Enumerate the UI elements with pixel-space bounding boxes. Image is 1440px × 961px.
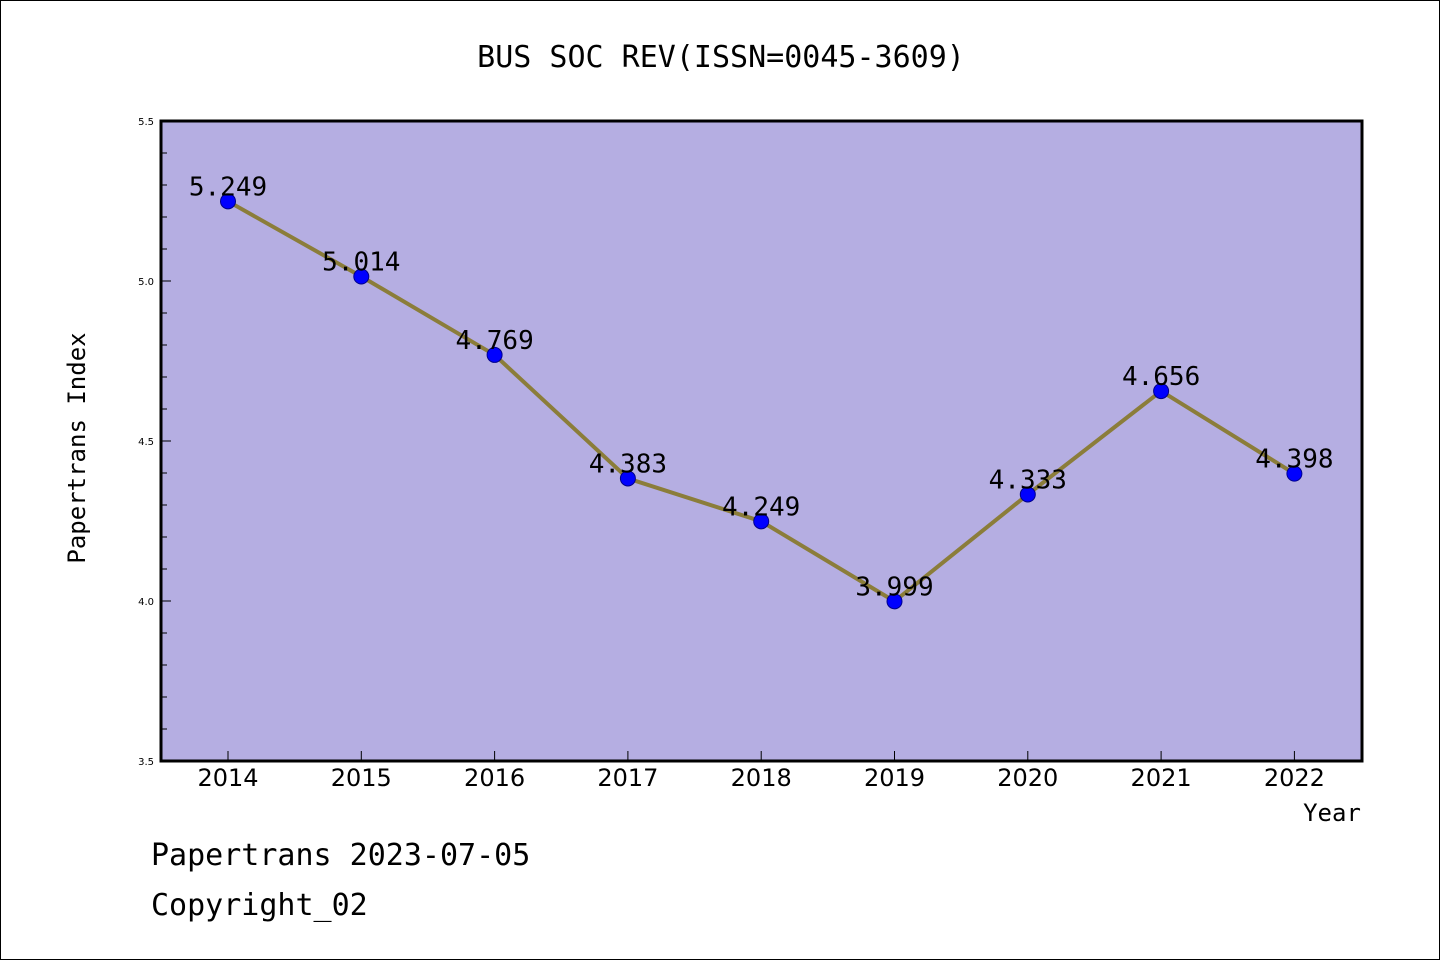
data-point	[1019, 486, 1036, 503]
data-label: 4.398	[1255, 445, 1333, 475]
y-tick-label: 5.0	[138, 277, 154, 288]
chart-title: BUS SOC REV(ISSN=0045-3609)	[477, 40, 965, 75]
x-tick-label: 2016	[464, 764, 525, 792]
data-label: 4.249	[722, 492, 800, 522]
data-point	[353, 268, 370, 285]
x-axis-ticks: 2014 2015 2016 2017 2018 2019 2020 2021 2022	[197, 751, 1325, 792]
y-tick-label: 4.5	[138, 437, 154, 448]
footer-copyright: Copyright_02	[151, 888, 368, 923]
series-layer: 5.249 5.014 4.769 4.383 4.249 3.999 4.333 4.656…	[189, 172, 1334, 610]
data-point	[220, 193, 236, 210]
footer-date: Papertrans 2023-07-05	[151, 838, 530, 873]
data-label: 4.769	[455, 326, 533, 356]
x-tick-label: 2019	[864, 764, 925, 792]
x-tick-label: 2022	[1264, 764, 1325, 792]
data-point	[886, 593, 903, 610]
x-tick-label: 2020	[997, 764, 1058, 792]
plot-area	[161, 121, 1362, 761]
data-label: 4.333	[989, 465, 1067, 495]
data-label: 4.383	[589, 449, 667, 479]
y-tick-label: 5.5	[138, 117, 154, 128]
x-tick-label: 2021	[1131, 764, 1192, 792]
x-tick-label: 2015	[331, 764, 392, 792]
data-label: 4.656	[1122, 362, 1200, 392]
y-tick-label: 3.5	[138, 757, 154, 768]
data-label: 5.249	[189, 172, 267, 202]
data-point	[753, 513, 770, 530]
y-axis-label: Papertrans Index	[63, 332, 91, 563]
x-tick-label: 2014	[197, 764, 258, 792]
y-tick-label: 4.0	[138, 597, 154, 608]
x-tick-label: 2018	[731, 764, 792, 792]
plot-border	[159, 119, 1364, 763]
data-point	[1153, 383, 1170, 400]
data-label: 3.999	[855, 572, 933, 602]
data-point	[619, 470, 636, 487]
data-point	[1286, 465, 1303, 482]
x-axis-label: Year	[1303, 799, 1361, 827]
x-tick-label: 2017	[597, 764, 658, 792]
data-point	[486, 346, 503, 363]
data-label: 5.014	[322, 248, 400, 278]
